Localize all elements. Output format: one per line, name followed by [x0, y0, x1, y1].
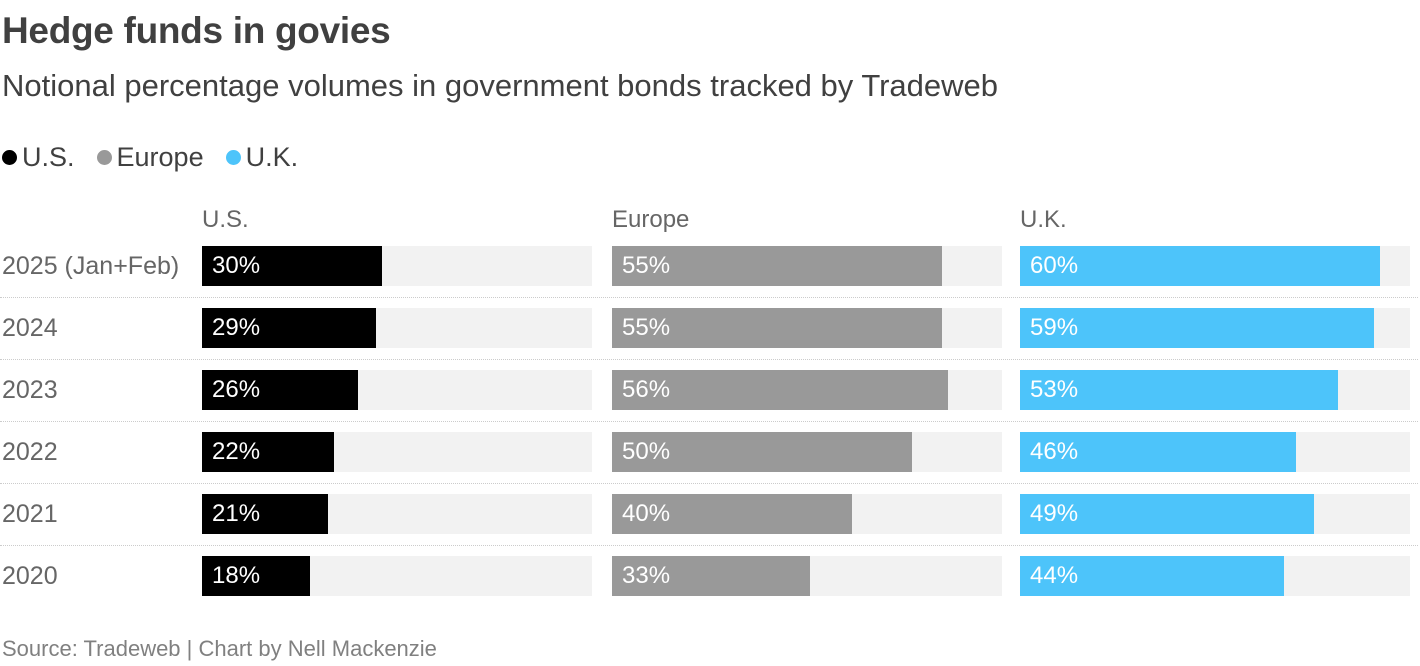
- bar-track-europe-2024: 55%: [612, 308, 1002, 348]
- bar-u-k-2023: [1020, 370, 1338, 410]
- bar-u-s-2024: [202, 308, 376, 348]
- bar-track-u-k-2022: 46%: [1020, 432, 1410, 472]
- bar-track-europe-2021: 40%: [612, 494, 1002, 534]
- data-label-europe-2021: 40%: [622, 500, 671, 527]
- legend-label-uk: U.K.: [245, 141, 299, 172]
- row-divider: [0, 421, 1418, 422]
- row-label-2020: 2020: [2, 562, 58, 590]
- bar-u-s-2021: [202, 494, 328, 534]
- data-label-europe-2023: 56%: [622, 376, 671, 403]
- legend-label-europe: Europe: [116, 141, 204, 172]
- bar-track-u-s-2023: 26%: [202, 370, 592, 410]
- bar-track-u-s-2022: 22%: [202, 432, 592, 472]
- data-label-europe-2024: 55%: [622, 314, 671, 341]
- bar-track-u-k-2025-jan-feb: 60%: [1020, 246, 1410, 286]
- bar-track-u-s-2021: 21%: [202, 494, 592, 534]
- bar-europe-2025-jan-feb: [612, 246, 942, 286]
- bar-u-s-2020: [202, 556, 310, 596]
- bar-u-k-2022: [1020, 432, 1296, 472]
- bar-track-u-k-2020: 44%: [1020, 556, 1410, 596]
- row-divider: [0, 359, 1418, 360]
- legend-item-europe: Europe: [96, 141, 204, 173]
- legend-label-us: U.S.: [22, 141, 75, 172]
- row-label-2024: 2024: [2, 314, 58, 342]
- bar-europe-2021: [612, 494, 852, 534]
- legend-swatch-uk: [225, 149, 241, 165]
- bar-europe-2022: [612, 432, 912, 472]
- data-label-u-k-2021: 49%: [1030, 500, 1079, 527]
- chart-subtitle: Notional percentage volumes in governmen…: [2, 68, 999, 103]
- column-header-europe: Europe: [612, 206, 690, 233]
- chart-title: Hedge funds in govies: [2, 10, 391, 51]
- data-label-europe-2022: 50%: [622, 438, 671, 465]
- bar-track-u-s-2020: 18%: [202, 556, 592, 596]
- bar-europe-2023: [612, 370, 948, 410]
- row-divider: [0, 545, 1418, 546]
- legend: U.S. Europe U.K.: [2, 140, 320, 174]
- row-divider: [0, 297, 1418, 298]
- data-label-u-s-2024: 29%: [212, 314, 261, 341]
- data-label-u-s-2023: 26%: [212, 376, 261, 403]
- bar-track-europe-2023: 56%: [612, 370, 1002, 410]
- data-label-u-s-2022: 22%: [212, 438, 261, 465]
- data-label-u-s-2021: 21%: [212, 500, 261, 527]
- row-label-2022: 2022: [2, 438, 58, 466]
- data-label-europe-2025-jan-feb: 55%: [622, 252, 671, 279]
- data-label-u-k-2023: 53%: [1030, 376, 1079, 403]
- bar-track-europe-2025-jan-feb: 55%: [612, 246, 1002, 286]
- data-label-u-k-2020: 44%: [1030, 562, 1079, 589]
- row-label-2025-jan-feb: 2025 (Jan+Feb): [2, 252, 180, 280]
- data-label-u-k-2025-jan-feb: 60%: [1030, 252, 1079, 279]
- bar-u-s-2022: [202, 432, 334, 472]
- data-label-u-k-2022: 46%: [1030, 438, 1079, 465]
- source-note: Source: Tradeweb | Chart by Nell Mackenz…: [2, 636, 437, 661]
- bar-track-u-k-2021: 49%: [1020, 494, 1410, 534]
- bar-u-k-2021: [1020, 494, 1314, 534]
- bar-track-u-k-2023: 53%: [1020, 370, 1410, 410]
- bar-europe-2024: [612, 308, 942, 348]
- bar-u-s-2023: [202, 370, 358, 410]
- legend-swatch-us: [2, 149, 17, 165]
- bar-u-k-2020: [1020, 556, 1284, 596]
- data-label-u-s-2025-jan-feb: 30%: [212, 252, 261, 279]
- legend-swatch-europe: [96, 149, 112, 165]
- bar-track-u-s-2024: 29%: [202, 308, 592, 348]
- row-label-2021: 2021: [2, 500, 58, 528]
- bar-track-europe-2022: 50%: [612, 432, 1002, 472]
- bar-track-u-s-2025-jan-feb: 30%: [202, 246, 592, 286]
- bar-u-s-2025-jan-feb: [202, 246, 382, 286]
- data-label-europe-2020: 33%: [622, 562, 671, 589]
- legend-item-uk: U.K.: [225, 141, 299, 173]
- row-divider: [0, 483, 1418, 484]
- legend-item-us: U.S.: [2, 142, 75, 173]
- bar-u-k-2024: [1020, 308, 1374, 348]
- column-header-u-k: U.K.: [1020, 206, 1067, 233]
- bar-u-k-2025-jan-feb: [1020, 246, 1380, 286]
- bar-europe-2020: [612, 556, 810, 596]
- bar-track-europe-2020: 33%: [612, 556, 1002, 596]
- bar-track-u-k-2024: 59%: [1020, 308, 1410, 348]
- column-header-u-s: U.S.: [202, 206, 249, 233]
- data-label-u-s-2020: 18%: [212, 562, 261, 589]
- data-label-u-k-2024: 59%: [1030, 314, 1079, 341]
- row-label-2023: 2023: [2, 376, 58, 404]
